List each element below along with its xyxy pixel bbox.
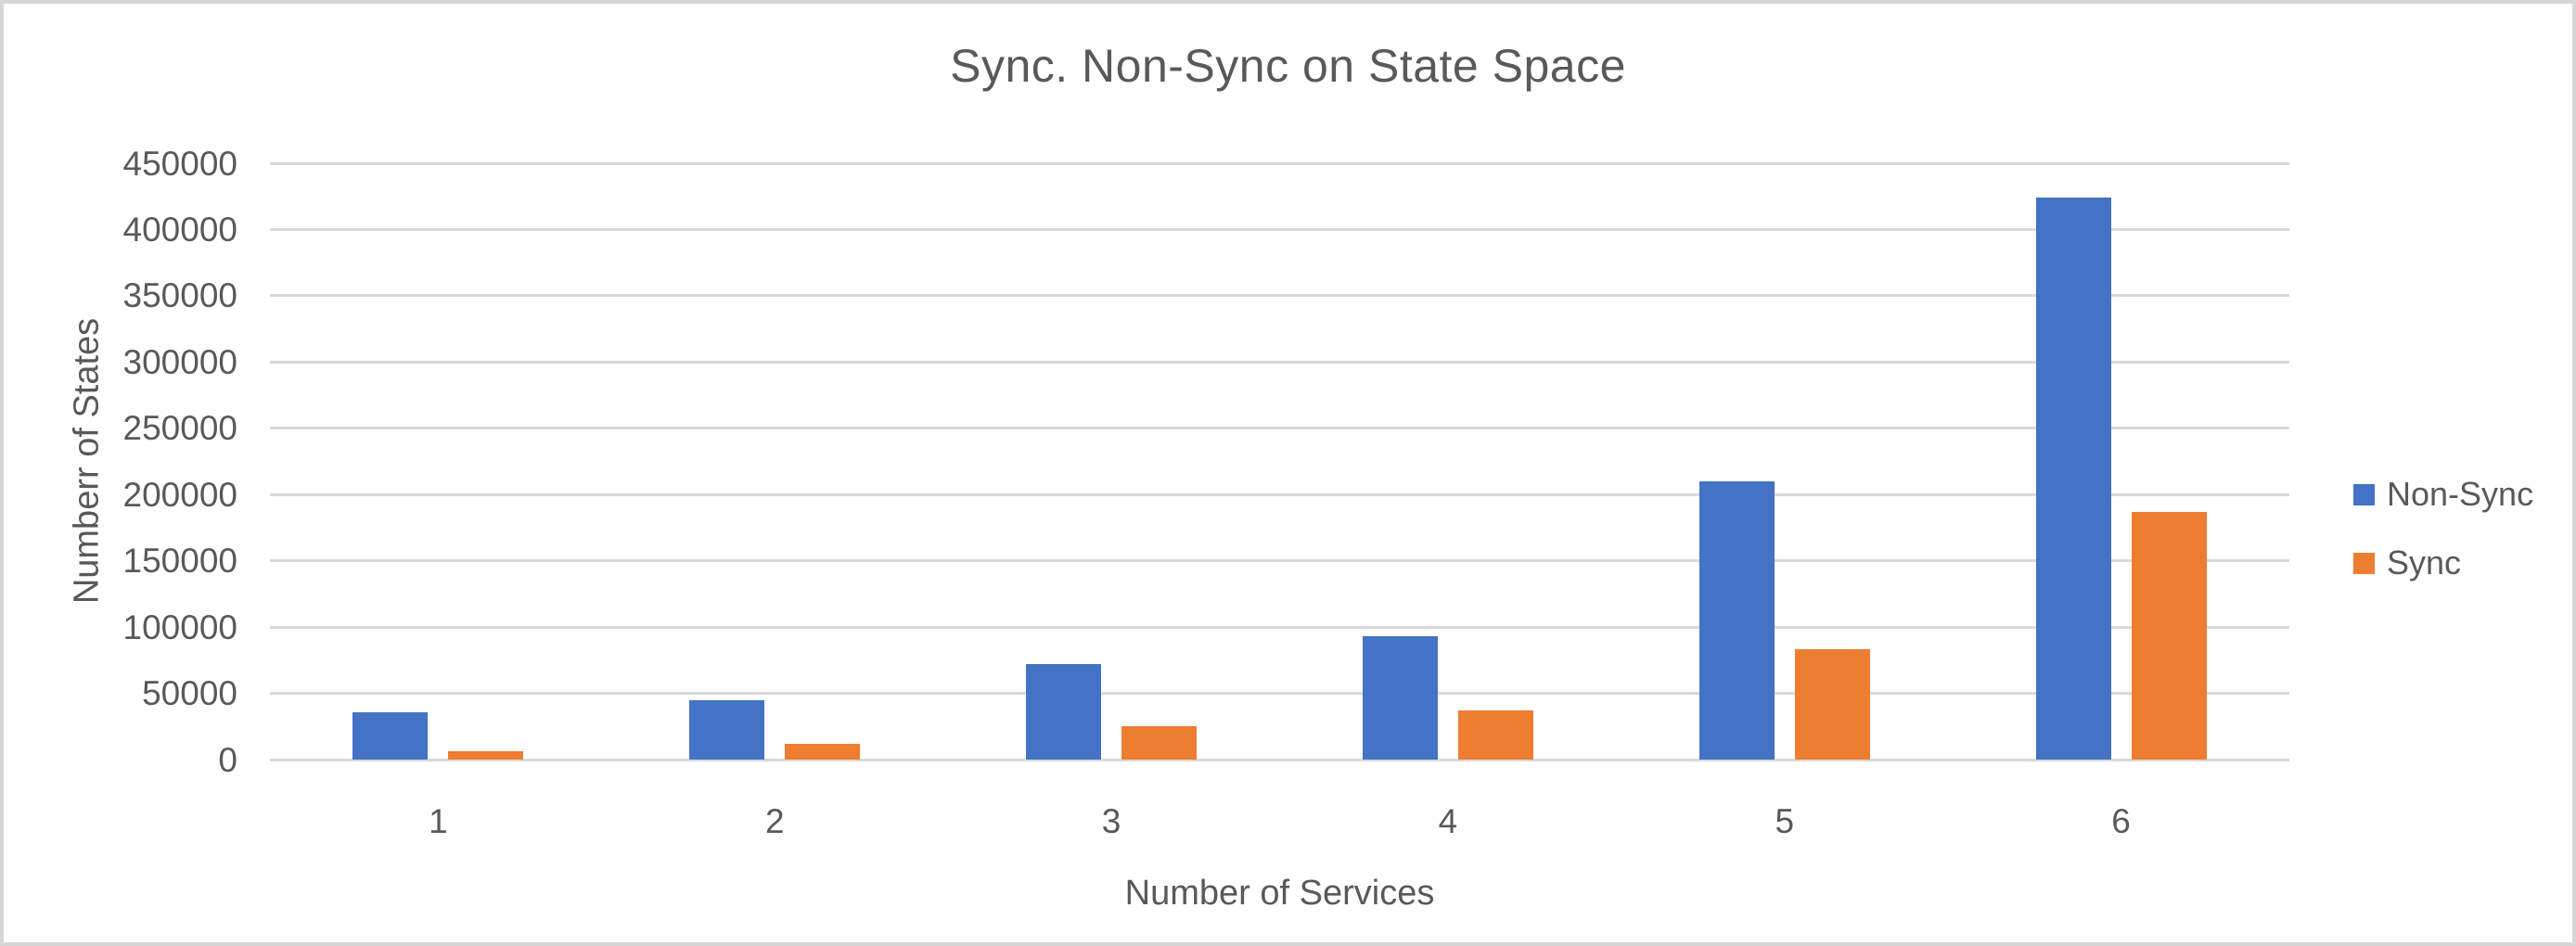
legend-label-non-sync: Non-Sync <box>2387 475 2534 513</box>
bar-non-sync-6 <box>2035 198 2111 760</box>
bar-non-sync-1 <box>352 711 429 760</box>
y-tick-label: 100000 <box>122 607 237 646</box>
gridline <box>270 625 2289 629</box>
y-tick-label: 0 <box>218 740 237 779</box>
gridline <box>270 692 2289 696</box>
legend: Non-Sync Sync <box>2353 475 2533 582</box>
legend-item-sync: Sync <box>2353 543 2533 582</box>
y-tick-label: 450000 <box>122 144 237 183</box>
gridline <box>270 161 2289 165</box>
y-tick-label: 250000 <box>122 409 237 448</box>
y-tick-label: 300000 <box>122 342 237 381</box>
y-tick-label: 400000 <box>122 210 237 249</box>
x-tick-label: 4 <box>1438 802 1458 840</box>
legend-swatch-sync-icon <box>2353 552 2375 574</box>
y-tick-label: 150000 <box>122 542 237 581</box>
bar-sync-2 <box>785 743 861 760</box>
bar-sync-1 <box>448 751 524 760</box>
bar-non-sync-3 <box>1026 664 1102 760</box>
bar-sync-6 <box>2131 511 2207 760</box>
gridline <box>270 360 2289 364</box>
x-tick-label: 6 <box>2111 802 2131 840</box>
x-tick-label: 3 <box>1101 802 1121 840</box>
bar-sync-4 <box>1457 710 1533 760</box>
gridline <box>270 559 2289 563</box>
y-tick-label: 50000 <box>142 674 237 713</box>
legend-swatch-non-sync-icon <box>2353 483 2375 505</box>
gridline <box>270 227 2289 231</box>
chart-title: Sync. Non-Sync on State Space <box>950 40 1626 92</box>
legend-item-non-sync: Non-Sync <box>2353 475 2533 514</box>
bar-non-sync-2 <box>689 699 765 760</box>
y-tick-label: 200000 <box>122 475 237 514</box>
bar-non-sync-5 <box>1698 480 1775 760</box>
bar-non-sync-4 <box>1362 636 1438 760</box>
x-axis-title: Number of Services <box>1124 874 1435 913</box>
gridline <box>270 758 2289 761</box>
gridline <box>270 294 2289 298</box>
bar-sync-3 <box>1121 726 1198 760</box>
y-tick-label: 350000 <box>122 276 237 315</box>
plot-area: 0 50000 100000 150000 200000 250000 300000 3500… <box>4 4 2572 942</box>
x-tick-label: 2 <box>764 802 785 840</box>
bar-sync-5 <box>1794 649 1870 760</box>
gridline <box>270 427 2289 430</box>
x-tick-label: 1 <box>429 802 448 840</box>
gridline <box>270 492 2289 496</box>
x-tick-label: 5 <box>1775 802 1795 840</box>
legend-label-sync: Sync <box>2387 543 2462 582</box>
